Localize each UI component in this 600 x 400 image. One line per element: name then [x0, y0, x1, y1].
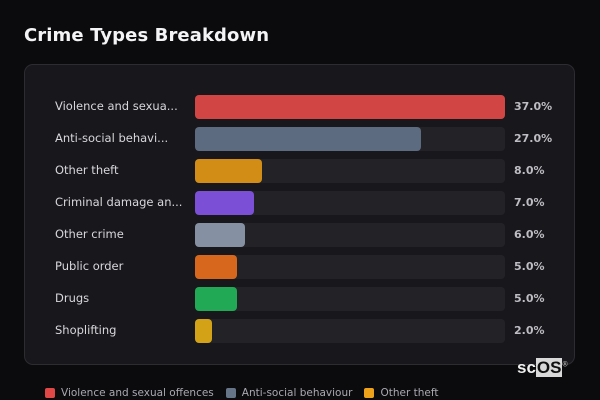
- bar-track: [195, 127, 505, 151]
- chart-title: Crime Types Breakdown: [24, 25, 270, 46]
- bar[interactable]: [195, 191, 254, 215]
- bar-value: 8.0%: [514, 164, 545, 177]
- watermark-logo: scOS®: [517, 358, 568, 378]
- bar-value: 5.0%: [514, 292, 545, 305]
- bar[interactable]: [195, 287, 237, 311]
- bar-label: Criminal damage an...: [55, 195, 183, 209]
- bar-row: Shoplifting 2.0%: [25, 319, 574, 343]
- bar-track: [195, 319, 505, 343]
- bar-track: [195, 255, 505, 279]
- bar-track: [195, 287, 505, 311]
- legend-label: Anti-social behaviour: [241, 387, 353, 399]
- bar-track: [195, 223, 505, 247]
- bar-value: 7.0%: [514, 196, 545, 209]
- bar-value: 5.0%: [514, 260, 545, 273]
- logo-prefix: sc: [517, 358, 536, 377]
- bar[interactable]: [195, 159, 262, 183]
- bar-label: Violence and sexua...: [55, 99, 178, 113]
- registered-mark: ®: [562, 361, 568, 369]
- legend-item[interactable]: Violence and sexual offences: [45, 387, 214, 399]
- legend-swatch-icon: [45, 388, 55, 398]
- bar-label: Anti-social behavi...: [55, 131, 169, 145]
- bar-value: 27.0%: [514, 132, 553, 145]
- bar-value: 2.0%: [514, 324, 545, 337]
- bar-row: Violence and sexua... 37.0%: [25, 95, 574, 119]
- legend-item[interactable]: Anti-social behaviour: [225, 387, 353, 399]
- bar-value: 37.0%: [514, 100, 553, 113]
- bar-label: Other crime: [55, 227, 124, 241]
- bar-label: Shoplifting: [55, 323, 117, 337]
- bar-label: Drugs: [55, 291, 90, 305]
- bar-row: Other crime 6.0%: [25, 223, 574, 247]
- legend-swatch-icon: [364, 388, 375, 398]
- bar[interactable]: [195, 223, 246, 247]
- legend-item[interactable]: Other theft: [364, 387, 438, 399]
- bar[interactable]: [195, 255, 237, 279]
- logo-suffix: OS: [535, 358, 563, 377]
- bar-label: Public order: [55, 259, 124, 273]
- chart-legend: Violence and sexual offences Anti-social …: [45, 387, 438, 399]
- bar-row: Criminal damage an... 7.0%: [25, 191, 574, 215]
- bar[interactable]: [195, 95, 505, 119]
- legend-label: Other theft: [380, 387, 439, 399]
- bar-track: [195, 95, 505, 119]
- bar-track: [195, 191, 505, 215]
- chart-card: Violence and sexua... 37.0% Anti-social be…: [24, 64, 575, 365]
- bar[interactable]: [195, 319, 212, 343]
- legend-label: Violence and sexual offences: [61, 387, 214, 399]
- bar-row: Other theft 8.0%: [25, 159, 574, 183]
- bar-value: 6.0%: [514, 228, 545, 241]
- bar-row: Drugs 5.0%: [25, 287, 574, 311]
- bar-track: [195, 159, 505, 183]
- bar-row: Public order 5.0%: [25, 255, 574, 279]
- legend-swatch-icon: [225, 388, 236, 398]
- bar-label: Other theft: [55, 163, 119, 177]
- bar-row: Anti-social behavi... 27.0%: [25, 127, 574, 151]
- bar[interactable]: [195, 127, 422, 151]
